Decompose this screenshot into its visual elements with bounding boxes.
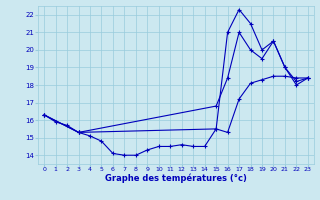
X-axis label: Graphe des températures (°c): Graphe des températures (°c) [105,174,247,183]
